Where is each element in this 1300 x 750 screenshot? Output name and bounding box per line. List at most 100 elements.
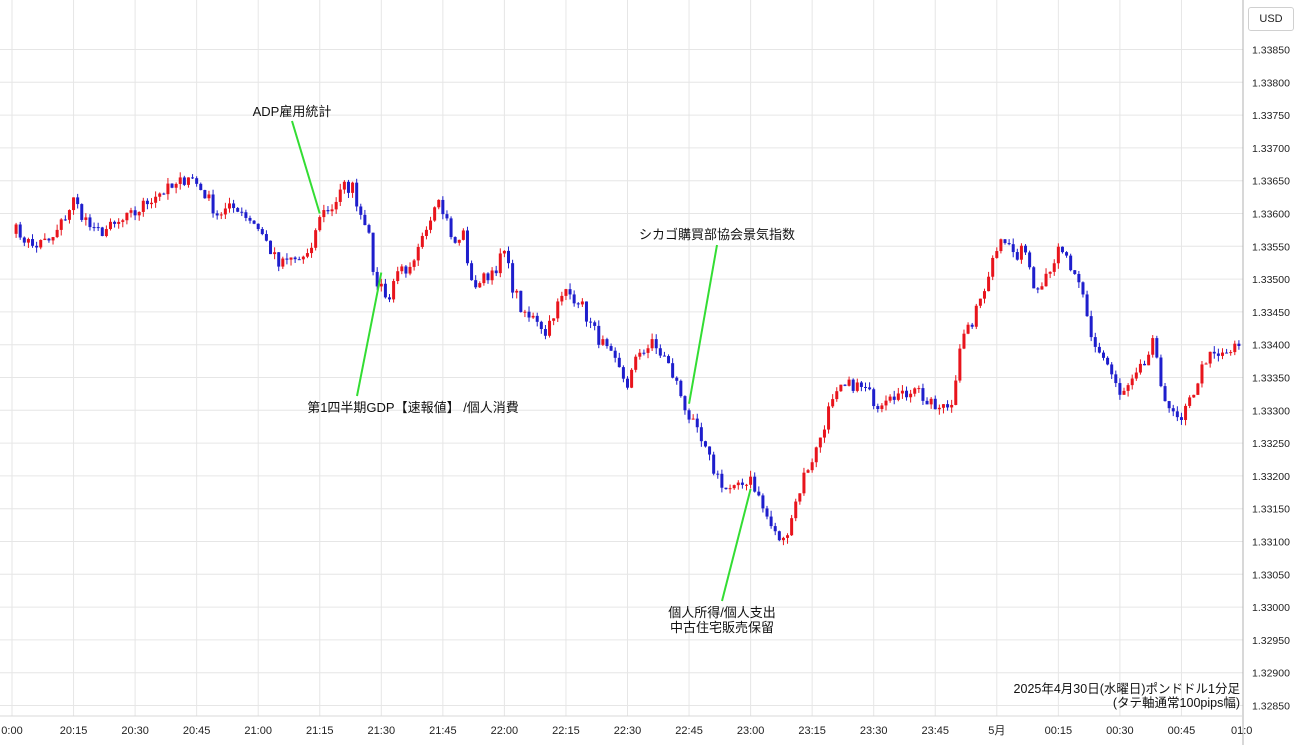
- candle-body: [1204, 363, 1208, 365]
- candle-body: [613, 350, 617, 358]
- candle-body: [621, 367, 625, 379]
- candle-body: [712, 454, 716, 474]
- candle-body: [14, 224, 18, 234]
- candle-body: [1085, 294, 1089, 317]
- y-tick-label: 1.33500: [1252, 274, 1290, 286]
- candle-body: [420, 235, 424, 247]
- candle-body: [375, 271, 379, 287]
- candle-body: [675, 377, 679, 381]
- candle-body: [580, 301, 584, 305]
- y-tick-label: 1.33000: [1252, 602, 1290, 614]
- candle-body: [638, 352, 642, 357]
- annotation-label: ADP雇用統計: [253, 104, 332, 119]
- candle-body: [921, 388, 925, 401]
- y-tick-label: 1.33350: [1252, 373, 1290, 385]
- x-tick-label: 0:00: [1, 725, 22, 737]
- x-tick-label: 23:45: [921, 725, 949, 737]
- candle-body: [379, 283, 383, 287]
- candle-body: [888, 396, 892, 401]
- candle-body: [457, 239, 461, 243]
- candle-body: [490, 270, 494, 281]
- candle-body: [285, 258, 289, 260]
- candle-body: [408, 266, 412, 274]
- candle-body: [92, 227, 96, 229]
- candle-body: [543, 329, 547, 336]
- candle-body: [1024, 245, 1028, 253]
- candle-body: [359, 206, 363, 215]
- candle-body: [404, 266, 408, 274]
- candle-body: [527, 311, 531, 318]
- candle-body: [449, 218, 453, 238]
- annotation-label: 第1四半期GDP【速報値】 /個人消費: [307, 400, 519, 415]
- candle-body: [1237, 343, 1241, 346]
- candle-body: [667, 356, 671, 364]
- y-tick-label: 1.33600: [1252, 209, 1290, 221]
- annotation-leader-line: [356, 272, 383, 397]
- candle-body: [909, 393, 913, 398]
- candle-body: [847, 379, 851, 386]
- candle-body: [39, 240, 43, 248]
- candle-body: [191, 177, 195, 179]
- x-tick-label: 00:30: [1106, 725, 1134, 737]
- x-tick-label: 00:15: [1045, 725, 1073, 737]
- candle-body: [145, 200, 149, 205]
- candle-body: [716, 473, 720, 475]
- candle-body: [1040, 286, 1044, 290]
- candle-body: [736, 482, 740, 486]
- candle-body: [531, 315, 535, 318]
- candle-body: [880, 405, 884, 409]
- candle-body: [113, 221, 117, 224]
- chart-caption-line2: (タテ軸通常100pips幅): [1113, 695, 1240, 710]
- candle-body: [338, 189, 342, 202]
- candle-body: [831, 399, 835, 407]
- candle-body: [937, 407, 941, 410]
- candle-body: [568, 289, 572, 295]
- x-tick-label: 23:15: [798, 725, 826, 737]
- candle-body: [47, 238, 51, 241]
- candle-body: [654, 339, 658, 349]
- candle-body: [310, 247, 314, 254]
- x-tick-label: 20:30: [121, 725, 149, 737]
- candle-body: [876, 406, 880, 409]
- candle-body: [576, 303, 580, 305]
- candle-body: [868, 387, 872, 390]
- candle-body: [859, 382, 863, 387]
- candle-body: [786, 535, 790, 538]
- candle-body: [995, 251, 999, 258]
- candle-body: [121, 220, 125, 222]
- candle-body: [810, 462, 814, 471]
- candle-body: [991, 257, 995, 277]
- price-axis: 1.33850 1.33800 1.33750 1.33700 1.33650 1.336…: [1252, 45, 1290, 713]
- candle-body: [519, 290, 523, 313]
- candle-body: [1163, 386, 1167, 402]
- y-tick-label: 1.33100: [1252, 537, 1290, 549]
- y-tick-label: 1.33550: [1252, 241, 1290, 253]
- candle-body: [822, 429, 826, 438]
- candle-body: [1003, 239, 1007, 244]
- candle-body: [589, 321, 593, 323]
- candle-body: [946, 404, 950, 408]
- candle-body: [1011, 244, 1015, 253]
- candle-body: [601, 339, 605, 345]
- candle-body: [502, 250, 506, 254]
- x-tick-label: 21:30: [368, 725, 396, 737]
- candle-body: [1122, 390, 1126, 395]
- currency-selector[interactable]: USD: [1248, 7, 1294, 31]
- candle-body: [182, 177, 186, 185]
- candle-body: [634, 356, 638, 370]
- candle-body: [900, 390, 904, 394]
- candle-body: [363, 214, 367, 226]
- candle-body: [248, 217, 252, 221]
- candle-body: [1229, 352, 1233, 354]
- candle-body: [1200, 364, 1204, 384]
- candle-body: [970, 324, 974, 327]
- candle-body: [22, 237, 26, 243]
- candle-body: [318, 217, 322, 231]
- candle-body: [244, 212, 248, 218]
- candle-body: [1056, 246, 1060, 264]
- y-tick-label: 1.33150: [1252, 504, 1290, 516]
- candle-body: [326, 210, 330, 212]
- candle-body: [1134, 372, 1138, 379]
- candle-body: [351, 182, 355, 193]
